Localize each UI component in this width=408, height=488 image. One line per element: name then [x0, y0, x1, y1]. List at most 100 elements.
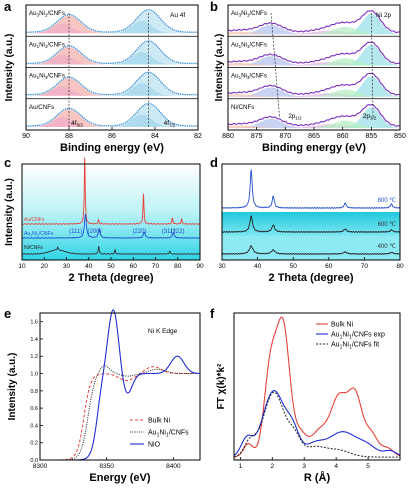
x-tick-label-b: 860	[337, 133, 349, 140]
plot-frame-e	[39, 312, 201, 461]
xrd-curve	[221, 215, 401, 233]
component-fill	[228, 118, 400, 128]
y-axis-label-c: Intensity (a.u.)	[4, 178, 15, 246]
peak-label: 2p1/2	[288, 113, 302, 121]
peak-label: 4f7/2	[164, 120, 176, 128]
peak-fill	[109, 10, 188, 34]
component-fill	[228, 120, 400, 128]
x-axis-label-c: 2 Theta (degree)	[69, 272, 154, 284]
x-tick-label-f: 3	[302, 463, 306, 470]
y-axis-label-b: Intensity (a.u.)	[214, 34, 225, 102]
y-tick-label-e: 0.8	[30, 389, 38, 395]
component-fill	[228, 44, 400, 66]
x-tick-label-c: 40	[85, 263, 93, 270]
chart-b: Au3Ni1/CNFs Au1Ni1/CNFs Au1Ni3/CNFs Ni/CNFs…	[214, 4, 406, 154]
peak-guide	[270, 12, 280, 119]
band-400	[222, 236, 400, 260]
component-fill	[228, 125, 400, 128]
x-tick-label-c: 70	[152, 263, 160, 270]
y-tick-label-e: 0.2	[30, 441, 38, 447]
y-tick-label-e: 1.4	[30, 337, 38, 343]
xps-curve	[227, 10, 400, 33]
legend-label: Bulk Ni	[331, 322, 354, 329]
xrd-curve	[221, 245, 401, 255]
series-label: Au3Ni1/CNFs	[29, 10, 65, 18]
series-label: Au/CNFs	[24, 217, 45, 223]
x-tick-label-a: 90	[22, 133, 30, 140]
x-tick-label-a: 88	[65, 133, 73, 140]
temperature-label: 600 ℃	[378, 222, 397, 228]
y-axis-label-e: Intensity (a.u.)	[7, 353, 18, 421]
x-tick-label-e: 8300	[33, 463, 48, 470]
series-label: Ni/CNFs	[231, 104, 254, 111]
xps-fit	[26, 40, 198, 64]
legend-label: Au1Ni1/CNFs	[148, 430, 189, 439]
series-au1ni1-fit	[233, 391, 400, 458]
x-tick-label-b: 855	[365, 133, 377, 140]
band-800	[222, 164, 400, 212]
x-tick-label-b: 880	[222, 133, 234, 140]
series-label: Ni/CNFs	[24, 245, 43, 251]
xrd-curve	[221, 168, 401, 209]
x-tick-label-b: 850	[394, 133, 406, 140]
xps-fit	[26, 9, 198, 33]
xps-curve	[227, 72, 400, 96]
series-bulk-ni	[40, 366, 200, 461]
x-tick-label-d: 70	[361, 263, 369, 270]
x-tick-label-c: 90	[196, 263, 204, 270]
legend-label: Bulk Ni	[148, 418, 171, 425]
component-fill	[228, 94, 400, 97]
x-axis-label-b: Binding energy (eV)	[262, 142, 366, 154]
chart-a: Au3Ni1/CNFs Au1Ni1/CNFs Au1Ni3/CNFs Au/CNFs…	[4, 4, 202, 154]
y-tick-label-e: 1.0	[30, 372, 38, 378]
series-bulk-ni	[234, 316, 401, 458]
x-axis-label-e: Energy (eV)	[89, 472, 150, 484]
x-tick-label-a: 82	[194, 133, 202, 140]
core-level-label: Ni 2p	[376, 12, 392, 19]
plot-frame-d	[221, 163, 401, 261]
x-tick-label-f: 4	[334, 463, 338, 470]
x-tick-label-f: 2	[270, 463, 274, 470]
series-label: Au/CNFs	[29, 104, 54, 111]
y-tick-label-e: 1.6	[30, 320, 38, 326]
y-axis-label-a: Intensity (a.u.)	[4, 34, 15, 102]
y-tick-label-e: 0.0	[30, 458, 38, 464]
component-fill	[228, 25, 400, 35]
peak-fill-sub	[109, 52, 188, 65]
x-tick-label-c: 30	[63, 263, 71, 270]
x-tick-label-a: 86	[108, 133, 116, 140]
legend-label: NiO	[148, 442, 161, 449]
component-fill	[228, 58, 400, 66]
component-fill	[228, 89, 400, 97]
component-fill	[228, 87, 400, 97]
core-level-label: Au 4f	[170, 12, 185, 19]
component-fill	[228, 27, 400, 35]
hkl-label: (311)	[162, 229, 176, 235]
panel-letter-c: c	[4, 155, 11, 170]
series-label: Au1Ni3/CNFs	[231, 73, 267, 81]
chart-c: Au/CNFs Au1Ni1/CNFs Ni/CNFs (111) (200) (220)…	[4, 157, 204, 284]
x-tick-label-f: 1	[239, 463, 243, 470]
hkl-label: (220)	[132, 229, 146, 235]
y-axis-label-f: FT χ(k)*k²	[216, 363, 227, 409]
peak-fill-sub	[109, 114, 188, 127]
series-au1ni1-exp	[233, 390, 401, 456]
panel-letter-f: f	[210, 306, 215, 321]
xps-curve	[227, 41, 400, 65]
temperature-label: 800 ℃	[378, 198, 397, 204]
peak-label: 4f5/2	[71, 120, 83, 128]
xps-fit	[26, 71, 198, 95]
x-tick-label-d: 80	[396, 263, 404, 270]
x-tick-label-c: 60	[130, 263, 138, 270]
component-fill	[228, 63, 400, 66]
x-axis-label-d: 2 Theta (degree)	[269, 272, 354, 284]
x-tick-label-c: 80	[174, 263, 182, 270]
hkl-label: (222)	[171, 229, 185, 235]
series-label: Au1Ni1/CNFs	[231, 41, 267, 49]
x-tick-label-a: 84	[151, 133, 159, 140]
x-tick-label-c: 20	[41, 263, 49, 270]
component-fill	[228, 76, 400, 97]
panel-letter-b: b	[210, 0, 218, 14]
